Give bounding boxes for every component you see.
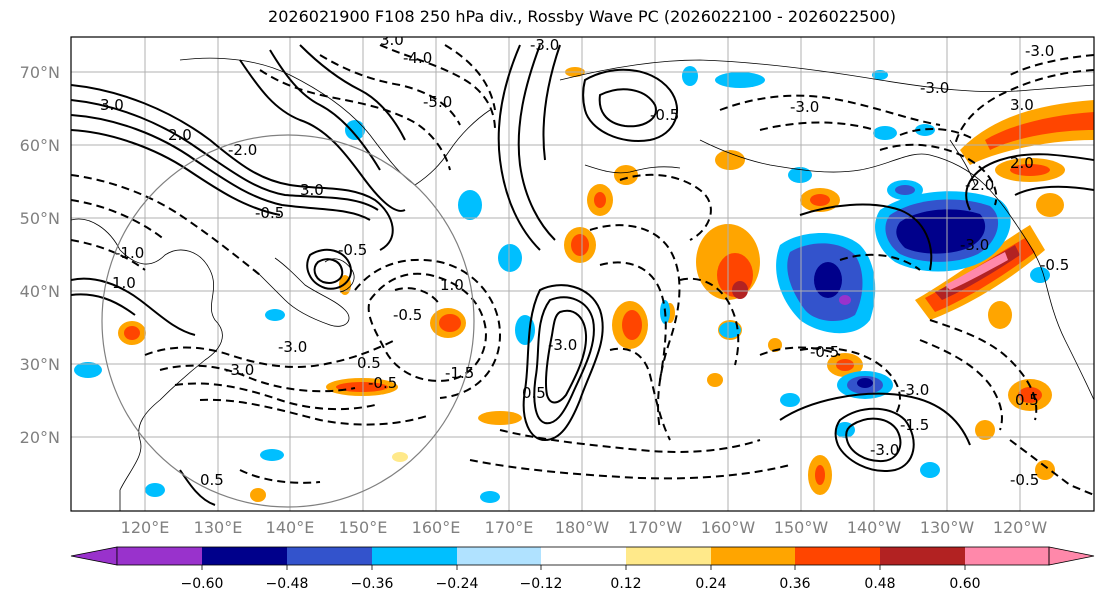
contour-label: 1.0	[112, 274, 136, 292]
contour-label: -0.5	[338, 241, 367, 259]
lon-label: 120°E	[121, 518, 170, 537]
contour-label: 2.0	[1010, 154, 1034, 172]
colorbar-segment	[541, 547, 626, 565]
contour-label: -3.0	[1025, 42, 1054, 60]
contour-label: -3.0	[960, 236, 989, 254]
lon-label: 150°W	[774, 518, 829, 537]
contour-label: 3.0	[380, 31, 404, 49]
contour-label: -5.0	[423, 93, 452, 111]
colorbar-tick-label: −0.36	[351, 576, 394, 592]
contour-label: -1.5	[445, 364, 474, 382]
projection-circle	[101, 134, 475, 508]
contour-label: 0.5	[200, 471, 224, 489]
contour-label: -0.5	[255, 204, 284, 222]
divergence-shading	[74, 66, 1094, 503]
colorbar-tick-label: −0.24	[436, 576, 479, 592]
colorbar: −0.60 −0.48 −0.36 −0.24 −0.12 0.12 0.24 …	[70, 546, 1095, 592]
contour-label: 3.0	[1010, 96, 1034, 114]
contour-label: -1.0	[115, 244, 144, 262]
lat-label: 40°N	[20, 282, 60, 301]
lon-label: 160°E	[412, 518, 461, 537]
lat-label: 60°N	[20, 136, 60, 155]
colorbar-tick-label: 0.12	[610, 576, 641, 592]
lon-label: 130°W	[920, 518, 975, 537]
colorbar-segment	[711, 547, 795, 565]
latitude-labels: 70°N 60°N 50°N 40°N 30°N 20°N	[20, 63, 60, 447]
contour-label: -0.5	[393, 306, 422, 324]
longitude-labels: 120°E 130°E 140°E 150°E 160°E 170°E 180°…	[121, 518, 1048, 537]
colorbar-tick-label: 0.48	[864, 576, 895, 592]
lon-label: 130°E	[194, 518, 243, 537]
contour-label: -3.0	[530, 36, 559, 54]
lon-label: 180°W	[555, 518, 610, 537]
colorbar-segment	[880, 547, 965, 565]
colorbar-frame	[116, 546, 1050, 566]
contour-labels: -4.0 -5.0 -3.0 -3.0 -3.0 3.0 2.0 -2.0 3.…	[100, 31, 1069, 489]
colorbar-tick-label: −0.60	[181, 576, 224, 592]
contour-label: -2.0	[228, 141, 257, 159]
graticule	[71, 37, 1094, 511]
colorbar-segment	[965, 547, 1049, 565]
lon-label: 140°E	[266, 518, 315, 537]
lat-label: 30°N	[20, 355, 60, 374]
contour-label: -0.5	[368, 374, 397, 392]
colorbar-tick-label: −0.48	[266, 576, 309, 592]
colorbar-segment	[457, 547, 541, 565]
colorbar-segment	[626, 547, 711, 565]
lon-label: 160°W	[701, 518, 756, 537]
contour-label: 2.0	[168, 126, 192, 144]
contour-label: -2.0	[965, 176, 994, 194]
colorbar-segment	[795, 547, 880, 565]
colorbar-segment	[372, 547, 457, 565]
lon-label: 170°W	[628, 518, 683, 537]
lat-label: 70°N	[20, 63, 60, 82]
colorbar-segment	[202, 547, 287, 565]
contour-label: -3.0	[900, 381, 929, 399]
colorbar-under-triangle	[70, 546, 118, 566]
contour-label: 0.5	[522, 384, 546, 402]
colorbar-over-triangle	[1048, 546, 1095, 566]
lat-label: 20°N	[20, 428, 60, 447]
contour-label: 1.0	[440, 276, 464, 294]
lon-label: 170°E	[485, 518, 534, 537]
coastlines	[71, 57, 1094, 511]
colorbar-tick-label: −0.12	[520, 576, 563, 592]
contour-label: -3.0	[920, 79, 949, 97]
colorbar-segment	[117, 547, 202, 565]
contour-label: -3.0	[548, 336, 577, 354]
contour-label: -0.5	[650, 106, 679, 124]
contour-label: 0.5	[357, 354, 381, 372]
lon-label: 140°W	[847, 518, 902, 537]
colorbar-tick-label: 0.60	[949, 576, 980, 592]
contour-label: -0.5	[1010, 471, 1039, 489]
lat-label: 50°N	[20, 209, 60, 228]
contour-label: -1.5	[900, 416, 929, 434]
colorbar-tick-label: 0.36	[779, 576, 810, 592]
contour-label: -3.0	[278, 338, 307, 356]
lon-label: 150°E	[339, 518, 388, 537]
contour-label: -3.0	[870, 441, 899, 459]
contour-label: -0.5	[810, 343, 839, 361]
contour-label: 0.5	[1015, 391, 1039, 409]
contours-negative	[71, 44, 1094, 496]
contour-label: -4.0	[403, 49, 432, 67]
contour-label: -3.0	[225, 361, 254, 379]
colorbar-segment	[287, 547, 372, 565]
map-title: 2026021900 F108 250 hPa div., Rossby Wav…	[268, 7, 896, 26]
colorbar-tick-label: 0.24	[695, 576, 726, 592]
map-frame	[70, 36, 1095, 512]
contour-label: 3.0	[300, 181, 324, 199]
contour-label: 3.0	[100, 96, 124, 114]
contour-label: -0.5	[1040, 256, 1069, 274]
contour-label: -3.0	[790, 98, 819, 116]
lon-label: 120°W	[993, 518, 1048, 537]
